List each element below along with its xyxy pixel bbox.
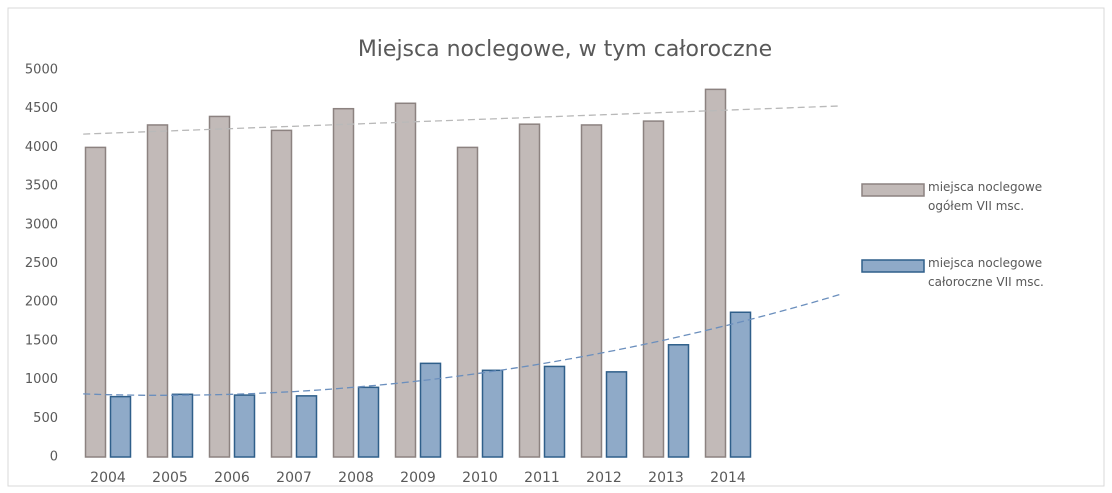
x-tick-label: 2011 [524, 470, 560, 486]
x-tick-label: 2014 [710, 470, 746, 486]
chart-border [7, 7, 1105, 487]
bar [543, 365, 566, 458]
bar [357, 386, 380, 458]
bar [419, 362, 442, 458]
y-tick-label: 1500 [25, 333, 58, 348]
y-tick-label: 3000 [25, 217, 58, 232]
bar [456, 146, 479, 458]
bar [518, 123, 541, 458]
x-tick-label: 2008 [338, 470, 374, 486]
y-tick-label: 4500 [25, 101, 58, 116]
bar [642, 120, 665, 458]
y-tick-label: 2000 [25, 295, 58, 310]
y-tick-label: 0 [50, 450, 58, 465]
trend-line [83, 293, 840, 396]
bar [580, 124, 603, 458]
x-tick-label: 2009 [400, 470, 436, 486]
x-tick-label: 2007 [276, 470, 312, 486]
legend-label: miejsca noclegowe ogółem VII msc. [928, 180, 1043, 213]
bar [233, 394, 256, 458]
x-tick-label: 2012 [586, 470, 622, 486]
y-tick-label: 1000 [25, 372, 58, 387]
x-tick-label: 2006 [214, 470, 250, 486]
bar [295, 395, 318, 458]
bar [704, 88, 727, 458]
y-tick-label: 4000 [25, 140, 58, 155]
bar [332, 107, 355, 458]
y-tick-label: 500 [33, 411, 58, 426]
bar [171, 393, 194, 458]
y-tick-label: 3500 [25, 179, 58, 194]
legend-label: miejsca noclegowe całoroczne VII msc. [928, 256, 1044, 289]
legend-swatch [861, 259, 925, 273]
x-tick-label: 2013 [648, 470, 684, 486]
bar [270, 129, 293, 458]
bar [667, 344, 690, 458]
x-tick-label: 2010 [462, 470, 498, 486]
chart-title: Miejsca noclegowe, w tym całoroczne [358, 37, 772, 62]
bar [729, 311, 752, 458]
y-tick-label: 2500 [25, 256, 58, 271]
bar [605, 371, 628, 458]
bar [146, 124, 169, 458]
bar [208, 115, 231, 458]
bar [109, 395, 132, 458]
legend-swatch [861, 183, 925, 197]
bar [481, 369, 504, 458]
x-tick-label: 2005 [152, 470, 188, 486]
x-tick-label: 2004 [90, 470, 126, 486]
y-tick-label: 5000 [25, 63, 58, 78]
bar [84, 146, 107, 458]
trend-line [83, 105, 840, 135]
bar [394, 102, 417, 458]
